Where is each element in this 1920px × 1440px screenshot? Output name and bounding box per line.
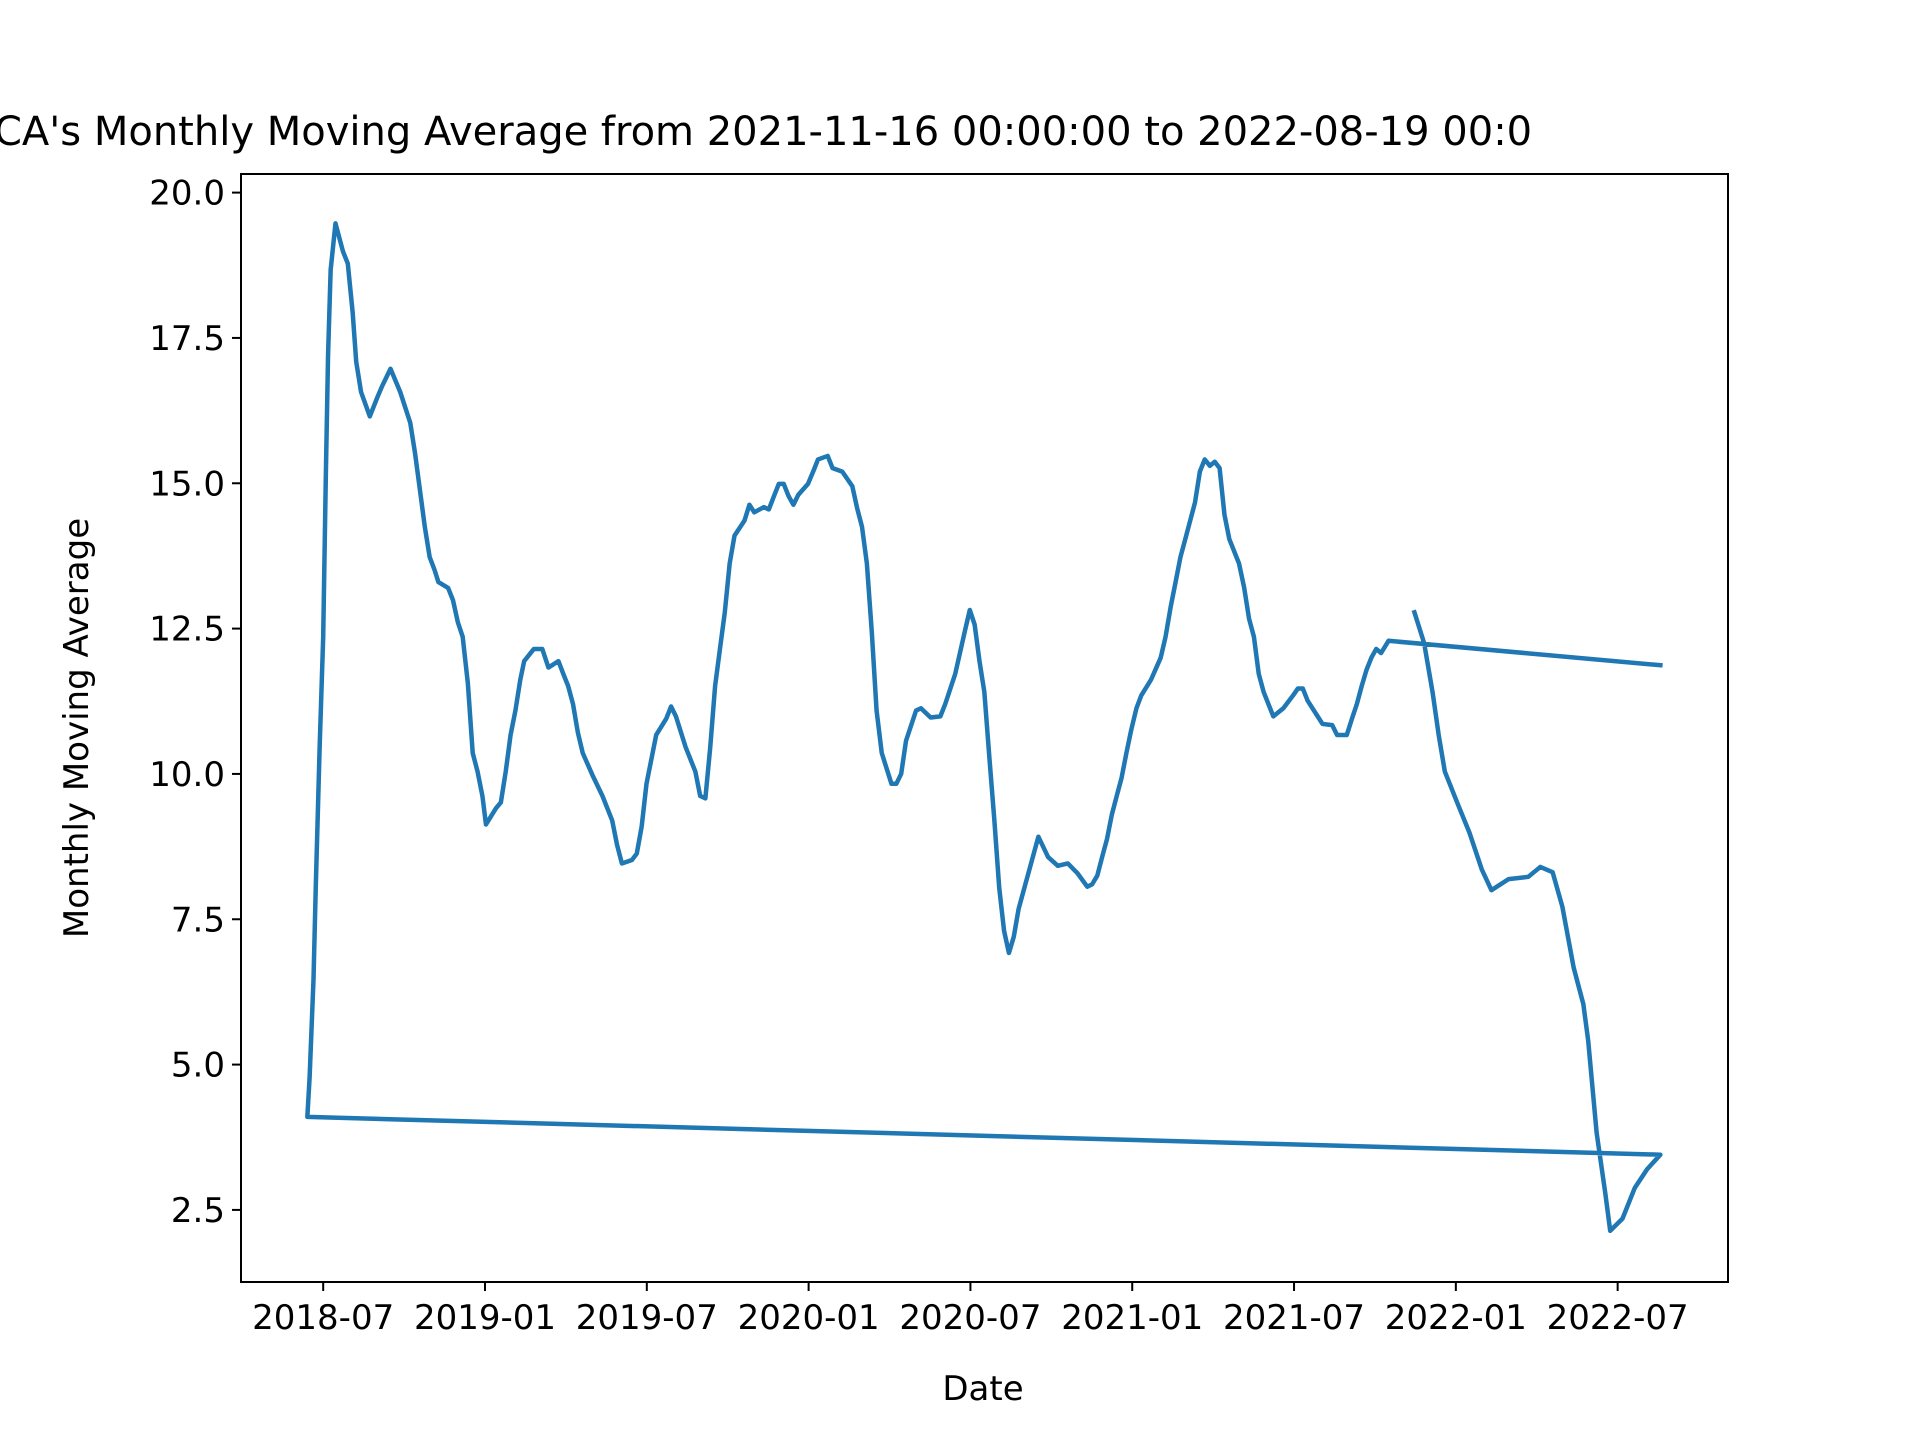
- x-tick-label: 2022-07: [1547, 1298, 1689, 1338]
- x-tick-label: 2020-01: [738, 1298, 880, 1338]
- y-tick-label: 12.5: [149, 610, 225, 650]
- x-tick-label: 2019-01: [414, 1298, 556, 1338]
- y-tick-label: 10.0: [149, 755, 225, 795]
- x-axis-label: Date: [942, 1369, 1023, 1409]
- data-line: [305, 221, 1663, 1234]
- x-tick-label: 2020-07: [899, 1298, 1041, 1338]
- y-tick-label: 7.5: [171, 900, 225, 940]
- y-tick-label: 2.5: [171, 1191, 225, 1231]
- plot-frame: [240, 173, 1729, 1283]
- x-tick-label: 2021-01: [1061, 1298, 1203, 1338]
- x-tick-label: 2021-07: [1223, 1298, 1365, 1338]
- y-axis-label: Monthly Moving Average: [57, 518, 97, 938]
- chart-title: CA's Monthly Moving Average from 2021-11…: [0, 109, 1532, 155]
- y-tick-label: 17.5: [149, 319, 225, 359]
- x-tick-label: 2018-07: [252, 1298, 394, 1338]
- y-tick-label: 20.0: [149, 174, 225, 214]
- y-tick-label: 15.0: [149, 464, 225, 504]
- x-tick-label: 2022-01: [1385, 1298, 1527, 1338]
- y-tick-label: 5.0: [171, 1046, 225, 1086]
- x-tick-label: 2019-07: [576, 1298, 718, 1338]
